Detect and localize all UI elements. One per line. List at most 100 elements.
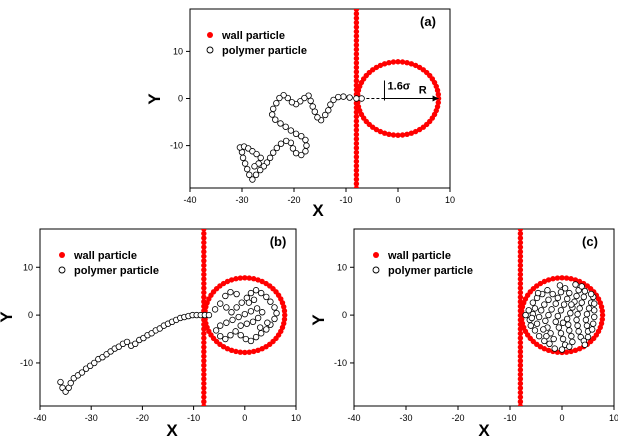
wall-particle	[354, 2, 359, 7]
wall-particle	[201, 330, 207, 337]
polymer-particle	[277, 140, 285, 147]
polymer-particle	[550, 335, 557, 343]
x-tick-label: -10	[187, 413, 200, 423]
polymer-particle	[257, 166, 264, 174]
legend-wall-marker	[59, 252, 65, 258]
polymer-particle	[557, 288, 565, 296]
pore-particle	[237, 275, 244, 281]
pore-particle	[412, 62, 419, 69]
wall-particle	[353, 140, 360, 147]
polymer-particle	[259, 309, 266, 316]
polymer-particle	[273, 144, 281, 152]
wall-particle	[201, 280, 207, 287]
wall-particle	[517, 349, 524, 355]
polymer-particle	[569, 338, 576, 346]
wall-particle	[353, 11, 360, 17]
pore-particle	[233, 276, 239, 282]
x-tick-label: 10	[609, 413, 618, 423]
y-axis-title: Y	[309, 314, 328, 326]
polymer-particle	[246, 171, 253, 179]
polymer-particle	[223, 319, 230, 326]
polymer-particle	[546, 340, 553, 348]
polymer-particle	[578, 283, 585, 290]
wall-particle	[517, 244, 524, 250]
pore-particle	[233, 348, 239, 355]
pore-particle	[399, 59, 406, 65]
wall-particle	[201, 344, 207, 350]
wall-particle	[353, 42, 360, 48]
polymer-particle	[541, 301, 548, 308]
x-tick-label: 0	[395, 195, 400, 205]
polymer-particle	[237, 332, 244, 339]
wall-particle	[201, 358, 207, 364]
wall-particle	[517, 330, 524, 337]
polymer-particle	[91, 359, 98, 367]
polymer-particle	[568, 301, 575, 308]
polymer-particle	[561, 285, 569, 292]
polymer-particle	[583, 310, 591, 318]
polymer-particle	[233, 304, 240, 311]
wall-particle	[201, 389, 207, 396]
polymer-particle	[257, 330, 265, 337]
polymer-particle	[533, 320, 541, 327]
y-tick-label: 10	[23, 262, 33, 272]
polymer-particle	[551, 345, 558, 352]
plot-area	[517, 222, 606, 406]
x-tick-label: -10	[339, 195, 352, 205]
sigma-annotation: 1.6σ	[388, 81, 411, 93]
x-tick-label: -40	[347, 413, 360, 423]
pore-particle	[559, 275, 565, 281]
pore-particle	[554, 275, 561, 281]
wall-particle	[201, 267, 207, 273]
wall-particle	[201, 230, 207, 237]
polymer-particle	[67, 379, 74, 387]
pore-particle	[408, 61, 415, 67]
wall-particle	[201, 258, 207, 264]
wall-particle	[517, 235, 524, 241]
polymer-particle	[581, 341, 589, 348]
wall-particle	[517, 344, 524, 350]
polymer-particle	[57, 378, 64, 386]
wall-particle	[201, 371, 207, 378]
polymer-particle	[282, 123, 289, 130]
polymer-particle	[591, 307, 598, 314]
polymer-particle	[217, 332, 224, 340]
polymer-particle	[222, 335, 229, 343]
x-axis-title: X	[478, 421, 490, 440]
polymer-particle	[566, 327, 573, 334]
pore-particle	[576, 346, 583, 352]
polymer-particle	[559, 319, 567, 326]
polymer-particle	[223, 304, 230, 311]
y-tick-label: 10	[173, 46, 183, 56]
polymer-particle	[582, 316, 590, 324]
polymer-particle	[277, 120, 284, 127]
wall-particle	[201, 398, 207, 405]
polymer-particle	[292, 149, 300, 157]
wall-particle	[201, 239, 207, 246]
pore-particle	[404, 59, 410, 66]
pore-particle	[255, 277, 261, 283]
polymer-particle	[322, 111, 329, 119]
polymer-particle	[271, 315, 278, 323]
x-tick-label: -40	[33, 413, 46, 423]
wall-particle	[353, 145, 360, 151]
polymer-particle	[564, 315, 571, 323]
polymer-particle	[217, 300, 224, 307]
pore-particle	[381, 130, 388, 136]
wall-particle	[518, 222, 523, 227]
polymer-particle	[564, 295, 571, 303]
pore-particle	[404, 131, 410, 138]
polymer-particle	[549, 290, 556, 298]
panel-label: (b)	[270, 234, 287, 249]
pore-particle	[435, 99, 442, 106]
polymer-particle	[252, 287, 260, 294]
x-tick-label: -20	[136, 413, 149, 423]
polymer-particle	[578, 299, 585, 306]
plot-area	[236, 2, 442, 188]
wall-particle	[201, 289, 207, 296]
polymer-particle	[544, 287, 551, 294]
polymer-particle	[358, 95, 365, 102]
pore-particle	[373, 126, 380, 133]
wall-particle	[517, 376, 524, 382]
